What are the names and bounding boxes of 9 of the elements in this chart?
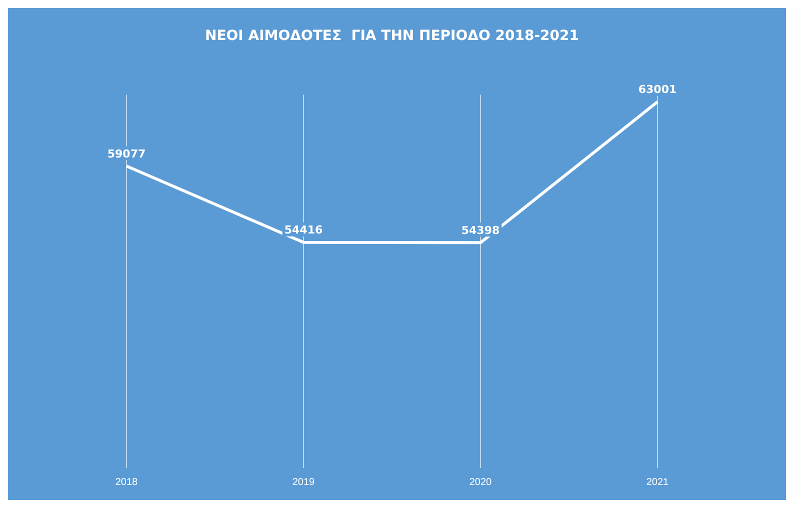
data-label: 59077: [107, 147, 146, 160]
x-tick-label: 2020: [469, 476, 492, 488]
x-tick-label: 2021: [646, 476, 670, 488]
data-label: 63001: [638, 83, 677, 96]
data-label: 54398: [461, 224, 500, 238]
x-tick-label: 2019: [292, 476, 316, 488]
data-label: 54416: [284, 224, 323, 237]
x-tick-label: 2018: [115, 476, 138, 488]
chart-title: ΝΕΟΙ ΑΙΜΟΔΟΤΕΣ ΓΙΑ ΤΗΝ ΠΕΡΙΟΔΟ 2018-2021: [204, 28, 580, 44]
